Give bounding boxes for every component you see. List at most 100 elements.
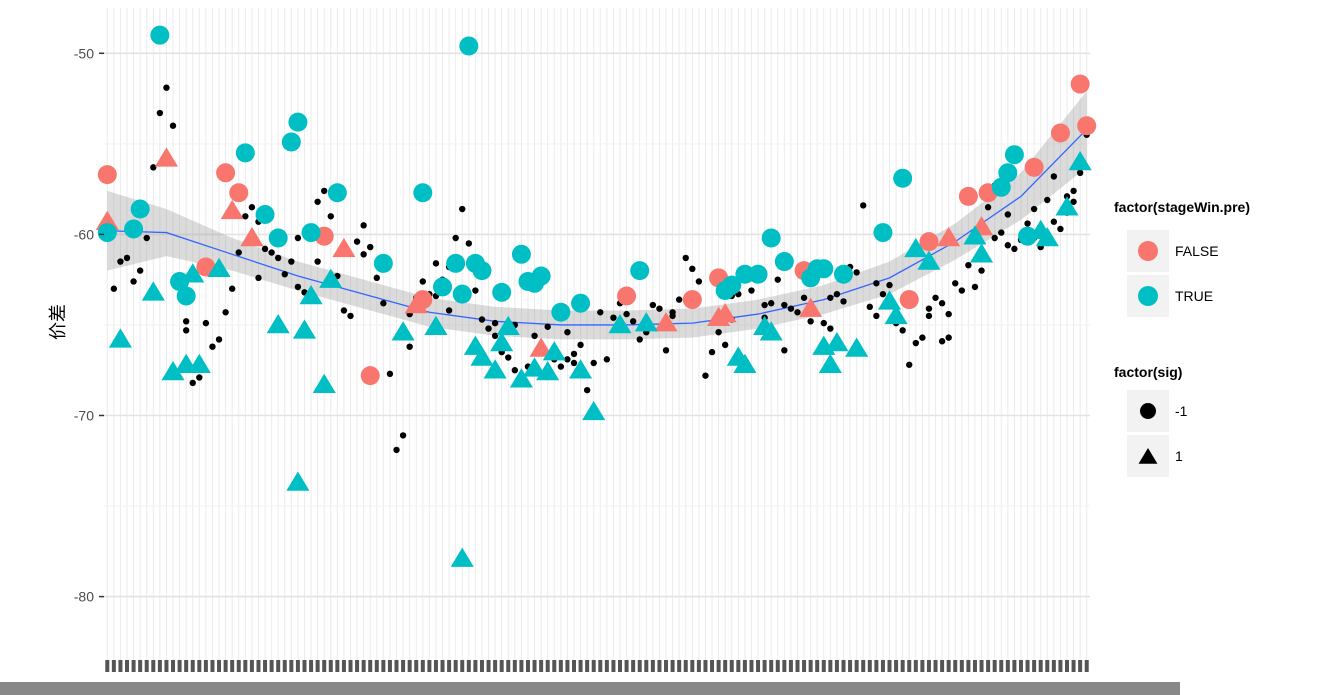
point-true-triangle [582,400,606,421]
point-true-circle [446,253,466,273]
point-true-circle [1018,226,1038,246]
background-point [682,254,689,262]
point-true-circle [472,261,492,281]
point-true-circle [413,183,433,203]
point-false-circle [958,186,978,206]
background-point [715,328,722,336]
point-true-circle [288,112,308,132]
background-point [794,309,801,316]
point-true-circle [255,204,275,224]
background-point [182,318,190,325]
point-true-triangle [1035,227,1059,247]
background-point [314,198,321,205]
legend-title: factor(stageWin.pre) [1114,199,1250,215]
background-point [984,204,992,211]
point-true-triangle [877,290,902,310]
point-false-triangle [799,297,823,317]
background-point [478,316,486,323]
point-false-circle [919,232,939,252]
background-point [590,359,597,367]
point-true-circle [327,183,347,203]
background-point [840,298,847,305]
background-point [491,332,499,340]
background-point [767,300,775,307]
point-true-circle [814,259,834,279]
point-true-triangle [759,321,783,341]
point-false-triangle [240,227,264,247]
background-point [1030,205,1038,213]
point-true-circle [531,266,551,286]
legend-key--1 [1140,403,1156,419]
point-false-circle [97,165,117,185]
point-true-circle [124,219,144,239]
point-true-triangle [108,328,132,348]
point-true-triangle [187,353,211,374]
plot-panel [104,8,1090,660]
background-point [1011,245,1018,253]
point-true-triangle [161,361,185,381]
point-true-triangle [969,243,994,263]
point-false-circle [1070,74,1090,94]
background-point [564,356,571,363]
point-true-triangle [825,332,849,352]
background-point [261,245,269,253]
background-point [1070,187,1077,195]
background-point [1044,196,1051,204]
y-axis: -50 -60 -70 -80 [74,45,104,605]
background-point [452,234,459,242]
point-true-triangle [181,263,205,283]
background-point [873,280,880,287]
background-point [820,319,827,327]
point-true-circle [492,282,512,302]
point-true-triangle [963,225,987,245]
background-point [1070,198,1077,205]
background-point [879,290,887,298]
background-point [708,348,716,356]
background-point [380,300,387,307]
point-true-triangle [470,346,494,366]
background-point [459,205,466,213]
background-point [196,374,203,381]
background-point [209,343,216,350]
background-point [952,280,959,287]
legend-title: factor(sig) [1114,364,1182,380]
background-point [781,347,788,354]
point-true-triangle [1068,150,1092,171]
background-point [360,222,367,229]
legend-label: FALSE [1175,243,1219,259]
background-point [222,309,229,316]
background-point [938,338,946,345]
background-point [465,240,473,247]
point-true-circle [748,264,768,284]
background-point [432,260,440,267]
background-point [577,341,584,349]
y-tick-label: -60 [74,226,94,242]
legend: factor(stageWin.pre) FALSE TRUE factor(sig)… [1114,199,1250,477]
background-point [958,287,966,294]
point-true-triangle [207,257,231,278]
point-true-triangle [818,353,842,374]
point-true-circle [235,143,255,163]
point-true-triangle [509,368,533,388]
point-false-triangle [220,199,244,220]
point-false-circle [1024,157,1044,177]
background-point [202,319,210,327]
background-point [761,301,768,309]
legend-label: TRUE [1175,288,1213,304]
grid-lines [104,8,1090,660]
point-true-circle [511,244,531,264]
point-false-circle [229,183,249,203]
point-false-circle [1077,116,1097,136]
point-true-triangle [733,353,757,374]
background-point [919,334,926,341]
background-point [597,309,604,316]
background-point [965,261,972,269]
background-point [156,109,164,117]
point-true-circle [735,264,755,284]
point-true-triangle [634,312,658,332]
background-point [143,234,150,242]
point-true-circle [571,293,591,313]
background-point [827,325,834,332]
point-true-circle [459,36,479,56]
point-true-triangle [319,268,343,288]
